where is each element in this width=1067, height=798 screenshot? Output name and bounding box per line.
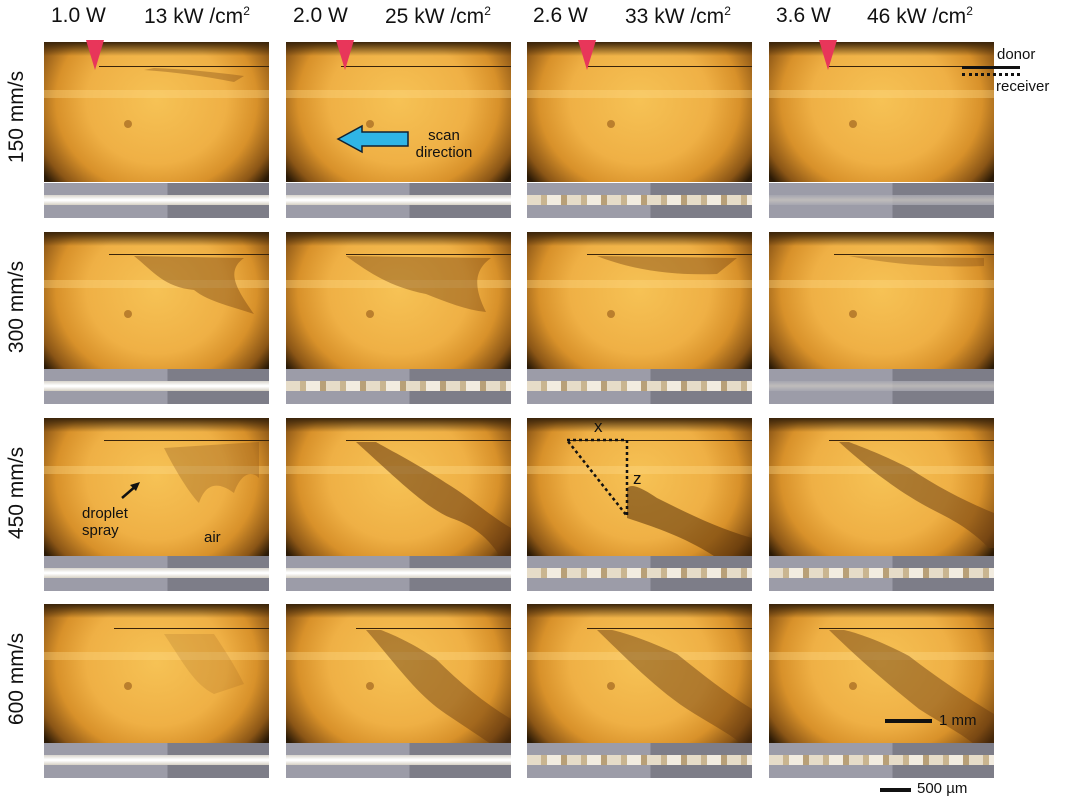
laser-marker-icon	[819, 40, 837, 70]
row-label-450: 450 mm/s	[5, 446, 28, 540]
image-panel	[44, 604, 269, 744]
donor-label: donor	[997, 46, 1036, 63]
x-label: x	[594, 418, 603, 436]
image-panel: 1 mm	[769, 604, 994, 744]
header-intensity-4: 46 kW /cm2	[867, 4, 973, 28]
image-panel	[286, 418, 511, 558]
image-panel	[527, 604, 752, 744]
z-label: z	[633, 469, 642, 488]
receiver-line-icon	[962, 73, 1020, 76]
droplet-spray-label: droplet spray	[82, 505, 128, 539]
header-intensity-2: 25 kW /cm2	[385, 4, 491, 28]
plume-shape	[597, 630, 752, 744]
track-strip	[286, 183, 511, 218]
track-strip	[286, 743, 511, 778]
plume-shape	[597, 256, 737, 275]
laser-marker-icon	[336, 40, 354, 70]
plume-shape	[366, 630, 511, 744]
image-panel	[769, 42, 994, 182]
image-panel	[286, 232, 511, 372]
air-label: air	[204, 529, 221, 546]
track-strip	[44, 743, 269, 778]
laser-marker-icon	[578, 40, 596, 70]
track-strip	[769, 183, 994, 218]
plume-shape	[839, 442, 994, 548]
image-panel	[527, 42, 752, 182]
scan-direction-arrow-icon	[336, 124, 409, 154]
plume-shape	[134, 256, 254, 314]
laser-marker-icon	[86, 40, 104, 70]
row-label-150: 150 mm/s	[5, 70, 28, 164]
header-power-1: 1.0 W	[51, 4, 106, 27]
header-intensity-3: 33 kW /cm2	[625, 4, 731, 28]
xz-triangle-shape	[564, 438, 752, 558]
header-power-4: 3.6 W	[776, 4, 831, 27]
image-panel	[286, 604, 511, 744]
track-strip	[44, 369, 269, 404]
donor-line-icon	[962, 66, 1020, 69]
image-panel	[44, 232, 269, 372]
image-panel: droplet spray air	[44, 418, 269, 558]
scan-direction-label: scan direction	[415, 127, 473, 161]
image-panel: scan direction	[286, 42, 511, 182]
track-strip	[286, 556, 511, 591]
image-panel	[769, 418, 994, 558]
image-panel	[44, 42, 269, 182]
plume-shape	[144, 68, 244, 82]
scale-bar-1mm-icon	[885, 719, 932, 723]
image-panel: x z	[527, 418, 752, 558]
track-strip	[527, 183, 752, 218]
track-strip	[769, 556, 994, 591]
plume-shape	[121, 442, 259, 503]
plume-shape	[849, 256, 984, 267]
track-strip	[527, 369, 752, 404]
row-label-300: 300 mm/s	[5, 260, 28, 354]
receiver-label: receiver	[996, 78, 1050, 95]
row-label-600: 600 mm/s	[5, 632, 28, 726]
track-strip	[769, 743, 994, 778]
plume-shape	[164, 634, 244, 694]
scale-label-1mm: 1 mm	[939, 712, 977, 729]
track-strip	[769, 369, 994, 404]
scale-bar-500um-icon	[880, 788, 911, 792]
header-power-3: 2.6 W	[533, 4, 588, 27]
plume-shape	[346, 256, 491, 312]
plume-shape	[356, 442, 511, 558]
track-strip	[286, 369, 511, 404]
header-intensity-1: 13 kW /cm2	[144, 4, 250, 28]
track-strip	[527, 556, 752, 591]
header-power-2: 2.0 W	[293, 4, 348, 27]
track-strip	[527, 743, 752, 778]
plume-shape	[829, 630, 994, 744]
image-panel	[769, 232, 994, 372]
scale-label-500um: 500 µm	[917, 780, 968, 797]
image-panel	[527, 232, 752, 372]
track-strip	[44, 183, 269, 218]
track-strip	[44, 556, 269, 591]
